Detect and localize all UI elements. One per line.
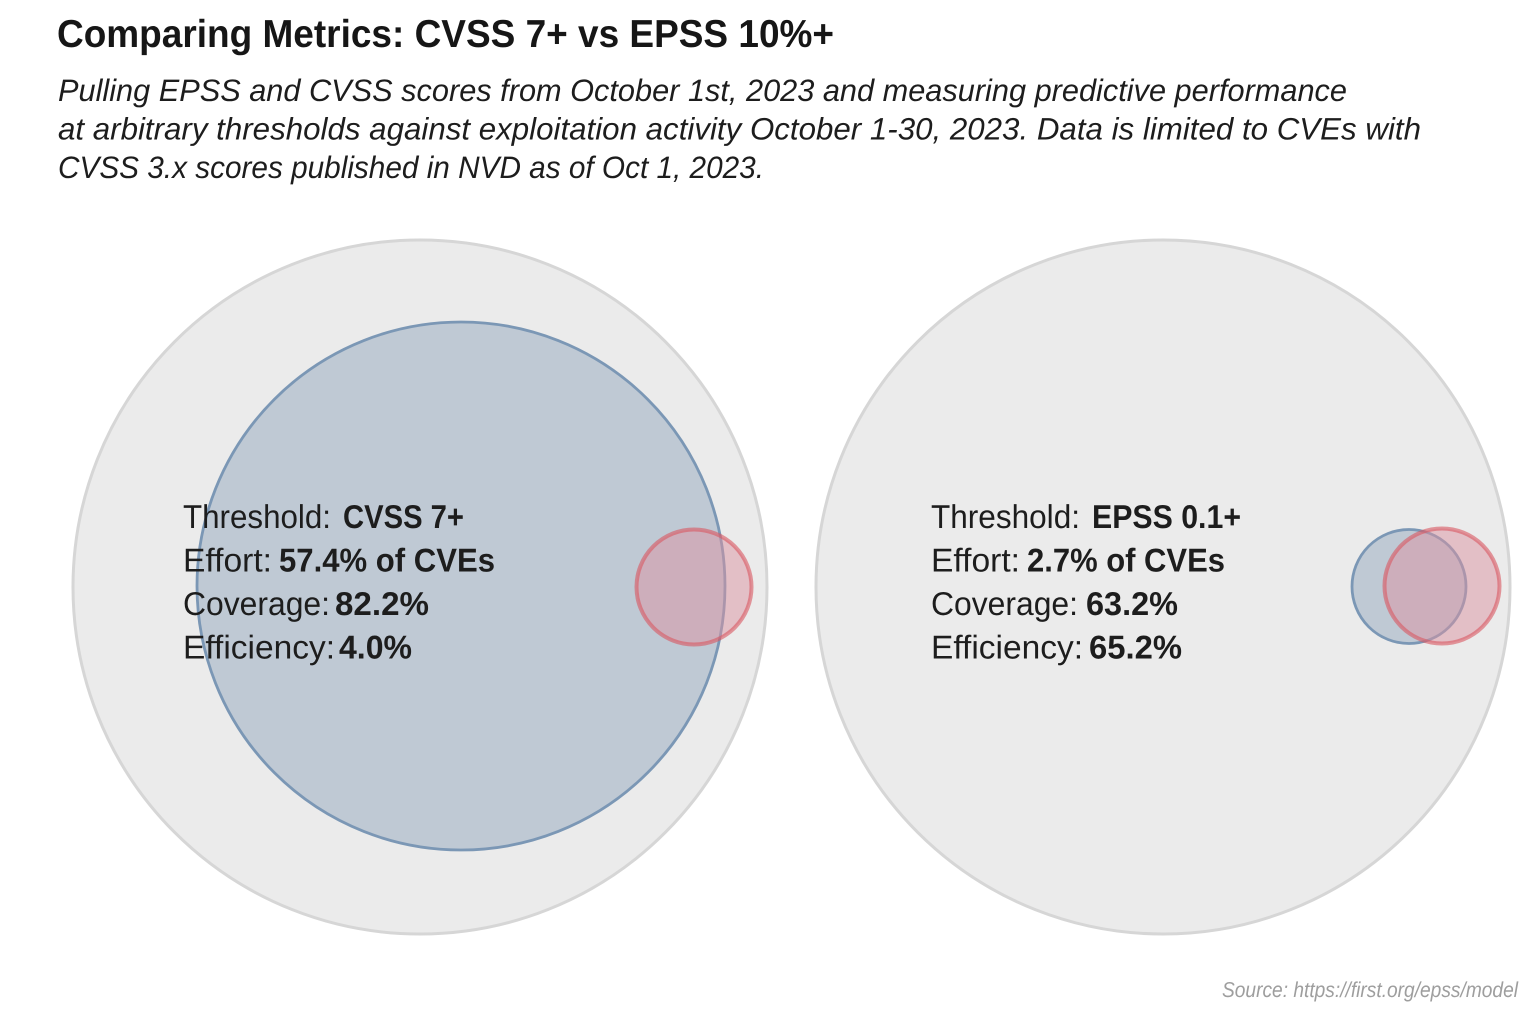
svg-text:57.4% of CVEs: 57.4% of CVEs bbox=[279, 542, 495, 579]
svg-text:CVSS 7+: CVSS 7+ bbox=[343, 498, 464, 535]
svg-text:2.7% of CVEs: 2.7% of CVEs bbox=[1027, 542, 1225, 579]
svg-text:Effort:: Effort: bbox=[931, 542, 1020, 579]
svg-text:Threshold:: Threshold: bbox=[183, 498, 331, 535]
svg-text:CVSS 3.x scores published in N: CVSS 3.x scores published in NVD as of O… bbox=[58, 150, 764, 185]
svg-text:Threshold:: Threshold: bbox=[931, 498, 1080, 535]
svg-text:Coverage:: Coverage: bbox=[183, 585, 330, 622]
svg-text:Efficiency:: Efficiency: bbox=[931, 629, 1083, 666]
svg-text:Source: https://first.org/epss: Source: https://first.org/epss/model bbox=[1222, 978, 1519, 1002]
svg-text:Pulling EPSS and CVSS scores f: Pulling EPSS and CVSS scores from Octobe… bbox=[58, 73, 1347, 108]
svg-text:4.0%: 4.0% bbox=[339, 629, 412, 666]
svg-text:Efficiency:: Efficiency: bbox=[183, 629, 335, 666]
svg-text:EPSS 0.1+: EPSS 0.1+ bbox=[1092, 498, 1241, 535]
svg-text:65.2%: 65.2% bbox=[1089, 629, 1182, 666]
svg-text:at arbitrary thresholds agains: at arbitrary thresholds against exploita… bbox=[58, 112, 1421, 147]
svg-text:Comparing Metrics: CVSS 7+ vs: Comparing Metrics: CVSS 7+ vs EPSS 10%+ bbox=[57, 13, 834, 56]
svg-text:63.2%: 63.2% bbox=[1086, 585, 1178, 622]
svg-text:Effort:: Effort: bbox=[183, 542, 272, 579]
svg-text:Coverage:: Coverage: bbox=[931, 585, 1078, 622]
svg-text:82.2%: 82.2% bbox=[335, 585, 429, 622]
